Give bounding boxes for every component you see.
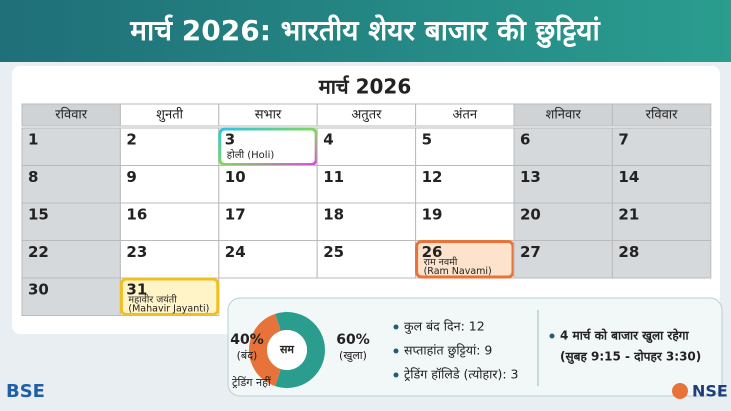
- notice-text: 4 मार्च को बाजार खुला रहेगा: [560, 329, 689, 344]
- day-cell: [119, 127, 220, 166]
- page-title: मार्च 2026: भारतीय शेयर बाजार की छुट्टिय…: [129, 14, 601, 48]
- day-cell: [513, 202, 613, 241]
- day-cell: [119, 202, 220, 241]
- day-number: 14: [618, 168, 639, 186]
- bullet: [393, 348, 399, 354]
- bullet: [393, 372, 399, 378]
- holiday-label: होली (Holi): [227, 149, 275, 161]
- day-cell: [21, 277, 121, 316]
- day-number: 24: [225, 243, 246, 261]
- day-number: 9: [126, 168, 136, 186]
- donut-segment: [275, 312, 325, 388]
- stat-text: सप्ताहांत छुट्टियां: 9: [404, 343, 492, 359]
- donut-center: सम: [279, 343, 294, 356]
- donut-segment: [249, 313, 281, 387]
- bullet: [549, 333, 555, 339]
- day-number: 27: [520, 243, 541, 261]
- day-number: 20: [520, 206, 541, 224]
- holiday-cell: [218, 127, 318, 166]
- weekday-label: शनिवार: [546, 107, 582, 123]
- day-number: 17: [225, 206, 246, 224]
- day-number: 26: [422, 243, 443, 261]
- day-number: 18: [323, 206, 344, 224]
- day-number: 28: [618, 243, 639, 261]
- weekday-label: रविवार: [55, 107, 88, 123]
- day-number: 19: [422, 206, 443, 224]
- nse-icon: [672, 383, 688, 399]
- day-number: 10: [225, 168, 246, 186]
- day-number: 8: [28, 168, 38, 186]
- day-cell: [611, 202, 712, 241]
- day-cell: [218, 165, 318, 204]
- day-number: 4: [323, 131, 333, 149]
- day-number: 11: [323, 168, 344, 186]
- holiday-label: (Ram Navami): [424, 266, 492, 277]
- day-cell: [316, 165, 417, 204]
- donut-note: ट्रेडिंग नहीं: [232, 376, 271, 389]
- day-cell: [21, 127, 121, 166]
- holiday-cell: [119, 277, 220, 316]
- weekday-label: अंतन: [453, 108, 478, 123]
- day-number: 2: [126, 131, 136, 149]
- stat-text: कुल बंद दिन: 12: [404, 319, 485, 335]
- bullet: [393, 324, 399, 330]
- day-cell: [415, 127, 515, 166]
- holiday-label: राम नवमी: [424, 256, 458, 268]
- day-cell: [513, 127, 613, 166]
- bse-logo: BSE: [6, 381, 45, 402]
- stat-text: ट्रेडिंग हॉलिडे (त्योहार): 3: [404, 367, 519, 382]
- calendar-title: मार्च 2026: [318, 75, 411, 99]
- day-number: 15: [28, 206, 49, 224]
- day-cell: [316, 202, 417, 241]
- day-number: 1: [28, 131, 38, 149]
- day-number: 13: [520, 168, 541, 186]
- holiday-label: महावीर जयंती: [128, 294, 177, 306]
- holiday-cell: [415, 240, 515, 279]
- day-number: 3: [225, 131, 235, 149]
- day-cell: [611, 240, 712, 279]
- donut-hole: [267, 330, 307, 370]
- day-cell: [316, 240, 417, 279]
- day-cell: [611, 127, 712, 166]
- day-number: 31: [126, 281, 147, 299]
- nse-logo: NSE: [692, 382, 728, 401]
- weekday-label: सभार: [255, 108, 282, 123]
- day-cell: [611, 165, 712, 204]
- donut-label: (खुला): [339, 349, 367, 362]
- holiday-label: (Mahavir Jayanti): [128, 304, 209, 315]
- day-number: 25: [323, 243, 344, 261]
- weekday-label: शुनती: [156, 107, 183, 123]
- day-number: 5: [422, 131, 432, 149]
- notice-text: (सुबह 9:15 - दोपहर 3:30): [560, 350, 701, 365]
- donut-value-label: 40%: [230, 332, 264, 348]
- donut-label: (बंद): [237, 349, 258, 362]
- day-number: 23: [126, 243, 147, 261]
- day-number: 6: [520, 131, 530, 149]
- day-cell: [218, 240, 318, 279]
- day-number: 30: [28, 281, 49, 299]
- header-band: [0, 0, 731, 62]
- day-cell: [119, 240, 220, 279]
- summary-box: [227, 297, 723, 397]
- day-number: 16: [126, 206, 147, 224]
- day-number: 7: [618, 131, 628, 149]
- donut-value-label: 60%: [336, 332, 370, 348]
- day-cell: [21, 240, 121, 279]
- day-number: 22: [28, 243, 49, 261]
- day-number: 21: [618, 206, 639, 224]
- weekday-label: अतुतर: [351, 108, 382, 123]
- weekday-label: रविवार: [646, 107, 679, 123]
- day-number: 12: [422, 168, 443, 186]
- weekday-header: [611, 103, 712, 127]
- day-cell: [415, 202, 515, 241]
